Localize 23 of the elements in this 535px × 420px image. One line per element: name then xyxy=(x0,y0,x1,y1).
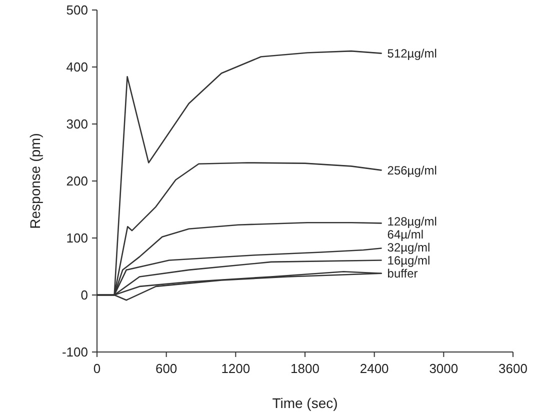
y-tick-label: 100 xyxy=(66,230,88,246)
x-axis-title: Time (sec) xyxy=(272,395,338,411)
x-tick-label: 600 xyxy=(155,361,178,376)
y-tick-label: 300 xyxy=(66,116,88,132)
series-label: 32µg/ml xyxy=(387,240,430,255)
series-label: 128µg/ml xyxy=(387,214,437,229)
y-tick-label: 0 xyxy=(80,288,88,303)
x-tick-label: 3000 xyxy=(429,361,458,376)
series-label: 512µg/ml xyxy=(387,46,437,61)
y-axis-title: Response (pm) xyxy=(27,133,43,229)
x-tick-label: 0 xyxy=(93,361,101,376)
series-label: buffer xyxy=(387,266,418,281)
series-label: 16µg/ml xyxy=(387,254,430,268)
y-tick-label: 500 xyxy=(66,2,88,18)
y-tick-label: -100 xyxy=(62,344,88,360)
series-label: 256µg/ml xyxy=(387,163,437,178)
series-label: 64µ/ml xyxy=(387,228,424,242)
y-tick-label: 200 xyxy=(66,174,88,189)
x-tick-label: 3600 xyxy=(498,361,528,376)
x-tick-label: 1800 xyxy=(290,361,320,376)
x-tick-label: 1200 xyxy=(221,361,250,376)
y-tick-label: 400 xyxy=(66,60,88,75)
x-tick-label: 2400 xyxy=(360,361,389,376)
